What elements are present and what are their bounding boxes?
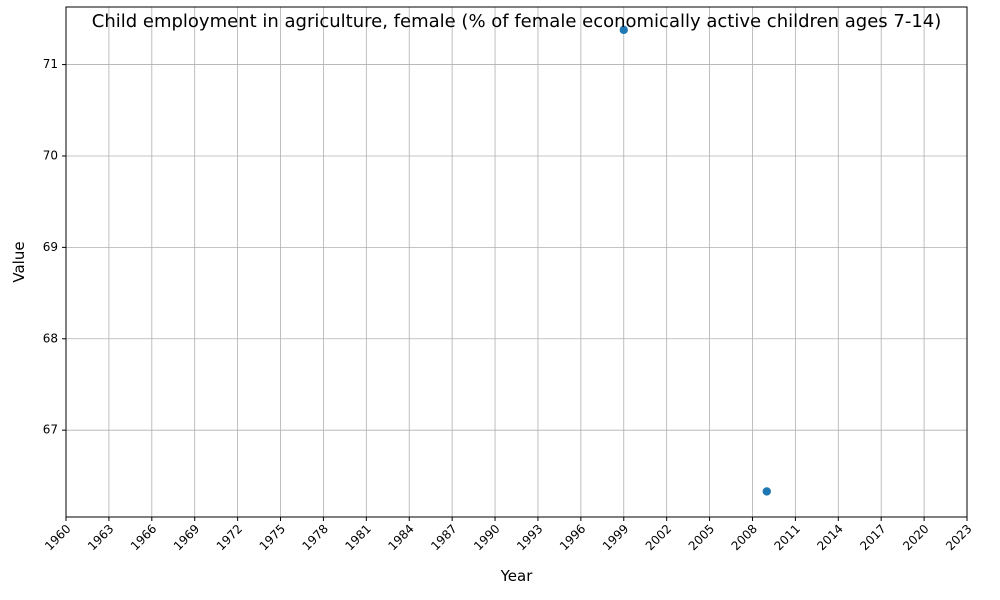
x-tick-label: 1987 <box>428 522 459 553</box>
grid <box>65 7 968 517</box>
x-axis-label: Year <box>500 567 534 585</box>
x-tick-label: 1981 <box>342 522 373 553</box>
x-tick-label: 2023 <box>943 522 974 553</box>
y-tick-label: 67 <box>43 423 58 437</box>
y-tick-label: 70 <box>43 148 58 162</box>
data-point <box>619 25 628 35</box>
x-tick-label: 1990 <box>471 522 502 553</box>
plot-border <box>65 6 968 518</box>
y-axis-label: Value <box>10 241 28 282</box>
y-tick-label: 71 <box>43 57 58 71</box>
x-tick-label: 2005 <box>686 522 717 553</box>
y-tick-label: 69 <box>43 240 58 254</box>
x-tick-label: 2017 <box>857 522 888 553</box>
x-tick-label: 2020 <box>900 522 931 553</box>
data-point <box>762 487 771 496</box>
x-tick-label: 1960 <box>42 522 73 553</box>
x-tick-label: 1969 <box>171 522 202 553</box>
x-tick-label: 2008 <box>729 522 760 553</box>
x-tick-label: 1978 <box>300 522 331 553</box>
x-tick-label: 1999 <box>600 522 631 553</box>
x-tick-label: 1972 <box>214 522 245 553</box>
data-points <box>619 25 771 496</box>
x-tick-label: 1975 <box>257 522 288 553</box>
x-tick-label: 2002 <box>643 522 674 553</box>
axes-frame <box>65 6 968 518</box>
x-tick-label: 2011 <box>771 522 802 553</box>
x-tick-label: 1993 <box>514 522 545 553</box>
x-tick-label: 2014 <box>814 522 845 553</box>
x-tick-label: 1966 <box>128 522 159 553</box>
x-tick-label: 1984 <box>385 522 416 553</box>
x-tick-label: 1996 <box>557 522 588 553</box>
y-axis-ticks: 67 68 69 70 71 <box>43 57 66 437</box>
chart-title: Child employment in agriculture, female … <box>92 11 942 32</box>
x-axis-ticks: 1960 1963 1966 1969 1972 1975 1978 1981 1984 1987… <box>42 517 975 553</box>
y-tick-label: 68 <box>43 331 58 345</box>
x-tick-label: 1963 <box>85 522 116 553</box>
